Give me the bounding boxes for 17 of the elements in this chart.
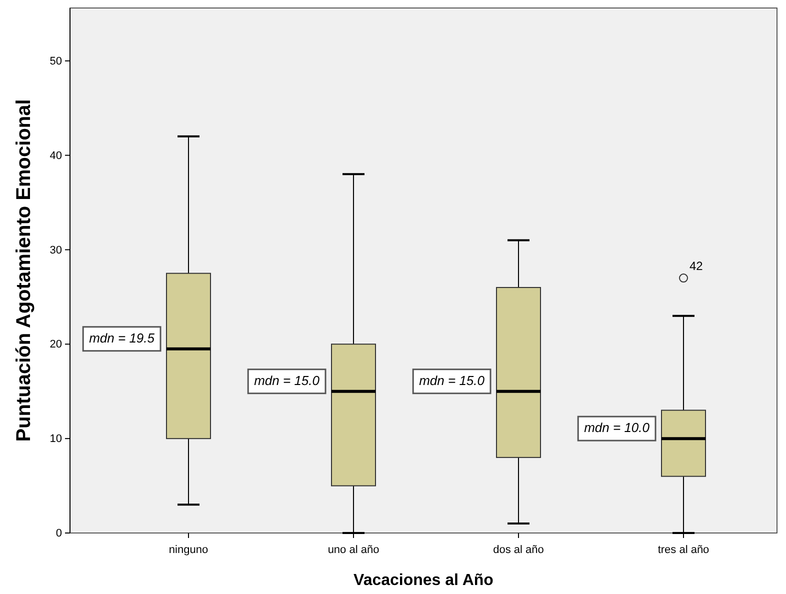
x-tick-label: tres al año [658,544,710,556]
y-tick-label: 20 [50,338,62,351]
x-tick-label: dos al año [493,544,544,556]
y-tick-label: 0 [56,528,62,540]
y-tick-label: 40 [50,150,62,162]
y-tick-label: 30 [50,244,62,256]
annotation: mdn = 15.0 [254,372,320,388]
x-tick-label: ninguno [168,544,208,556]
annotation: mdn = 10.0 [584,420,650,436]
y-axis-title: Puntuación Agotamiento Emocional [13,99,35,442]
x-axis-title: Vacaciones al Año [354,572,494,589]
annotation: mdn = 19.5 [89,330,156,346]
y-tick-label: 50 [50,55,62,68]
x-tick-label: uno al año [328,544,380,556]
y-tick-label: 10 [50,433,62,446]
annotation: 42 [690,259,704,274]
annotation: mdn = 15.0 [419,372,486,388]
